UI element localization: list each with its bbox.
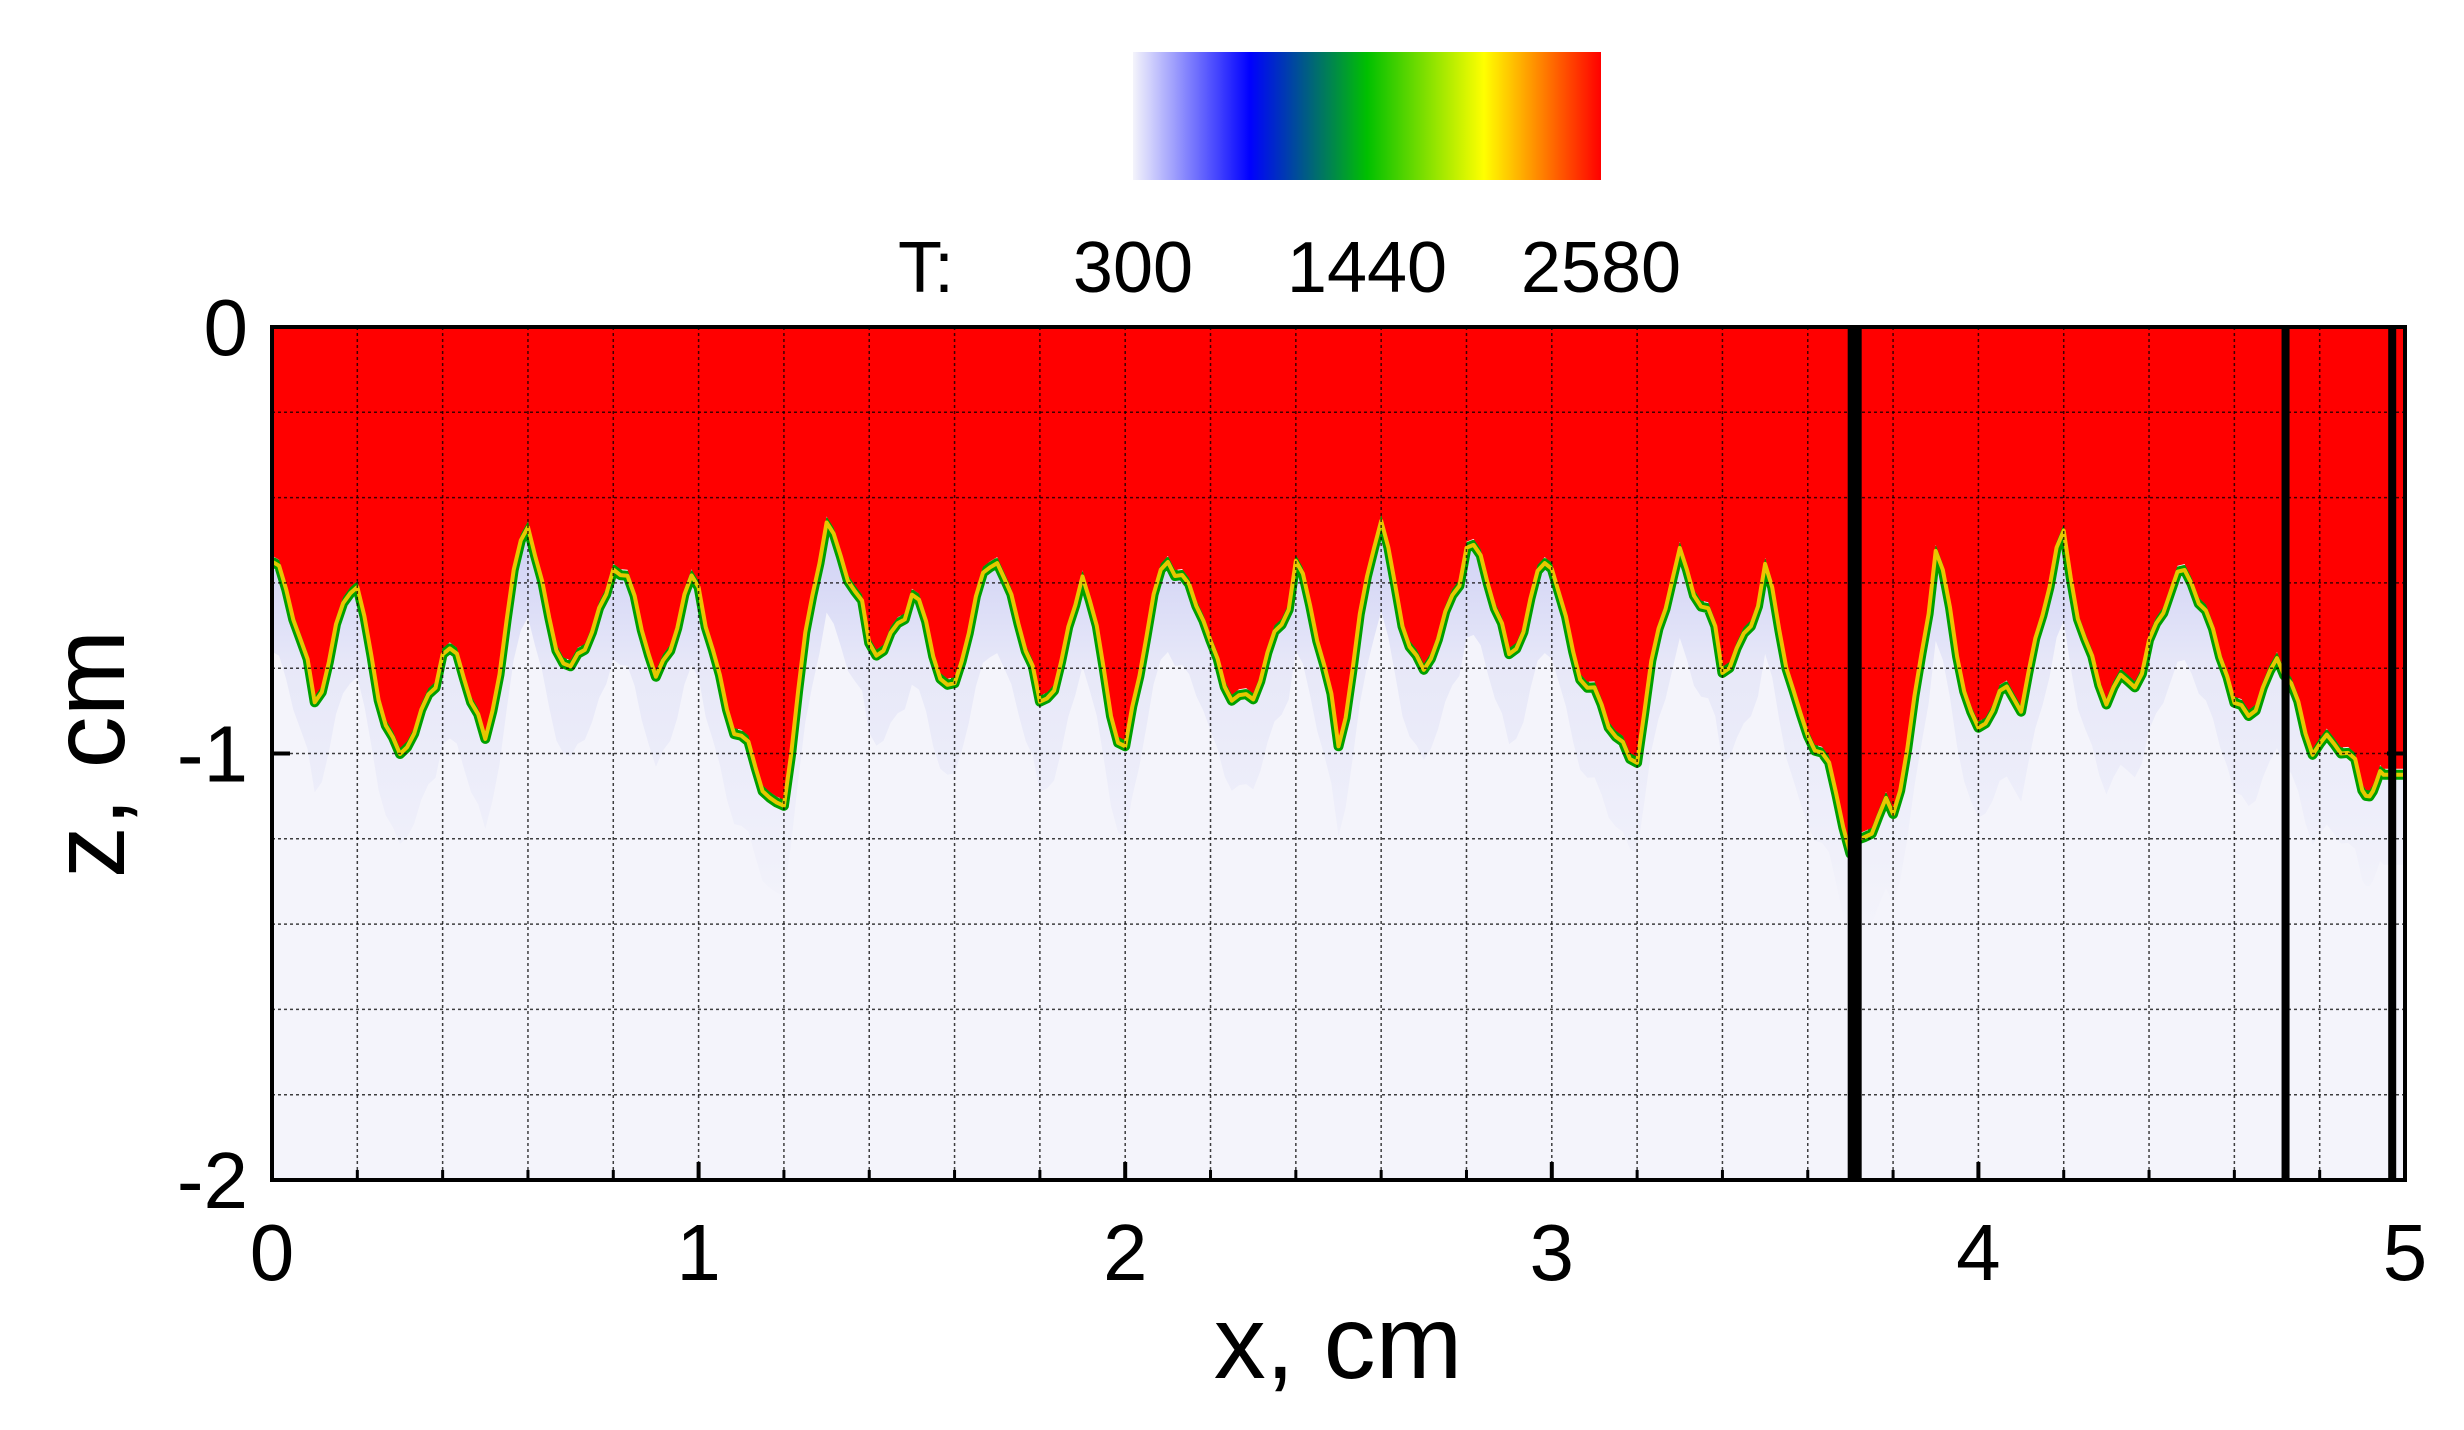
colorbar-gradient	[1133, 52, 1601, 180]
y-axis-title: z, cm	[31, 630, 147, 878]
x-axis-ticks: 0 1 2 3 4 5	[250, 1162, 2428, 1297]
hot-region	[272, 327, 2405, 848]
colorbar: T: 300 1440 2580	[898, 52, 1681, 308]
y-axis-ticks: 0 -1 -2	[177, 283, 2405, 1225]
y-tick-label: -2	[177, 1136, 248, 1225]
colorbar-tick-labels: 300 1440 2580	[1073, 228, 1681, 308]
y-tick-label: -1	[177, 710, 248, 799]
x-tick-label: 3	[1530, 1208, 1575, 1297]
flame-front-inner	[272, 518, 2405, 856]
y-tick-label: 0	[204, 283, 249, 372]
colorbar-variable-label: T:	[898, 228, 954, 308]
colorbar-tick-label: 2580	[1521, 228, 1681, 308]
x-tick-label: 0	[250, 1208, 295, 1297]
x-tick-label: 5	[2383, 1208, 2428, 1297]
colorbar-tick-label: 300	[1073, 228, 1193, 308]
x-tick-label: 1	[676, 1208, 721, 1297]
grid-lines	[272, 327, 2405, 1180]
x-tick-label: 2	[1103, 1208, 1148, 1297]
plot-area	[272, 327, 2405, 1180]
x-axis-title: x, cm	[1214, 1285, 1462, 1401]
colorbar-tick-label: 1440	[1287, 228, 1447, 308]
x-tick-label: 4	[1956, 1208, 2001, 1297]
